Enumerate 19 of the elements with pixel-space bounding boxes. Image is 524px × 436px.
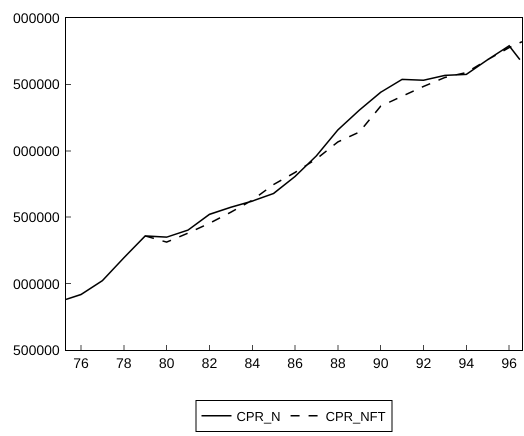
legend-label: CPR_NFT	[326, 408, 386, 424]
text: 500000	[13, 342, 60, 358]
x-tick-label: 80	[158, 354, 175, 371]
text: 500000	[13, 76, 60, 92]
x-tick-label: 86	[287, 354, 304, 371]
x-tick-label: 84	[244, 354, 260, 371]
x-tick-label: 96	[501, 354, 518, 371]
x-tick-label: 90	[372, 354, 389, 371]
x-tick-label: 94	[458, 354, 474, 371]
text: 000000	[13, 143, 60, 159]
text: 000000	[13, 10, 60, 26]
x-tick-label: 88	[330, 354, 346, 371]
x-tick-label: 76	[73, 354, 89, 371]
text: 500000	[13, 209, 60, 225]
x-tick-label: 78	[116, 354, 132, 371]
legend-label: CPR_N	[236, 408, 281, 424]
text: 000000	[13, 276, 60, 292]
x-tick-label: 82	[202, 354, 218, 371]
x-tick-label: 92	[416, 354, 432, 371]
